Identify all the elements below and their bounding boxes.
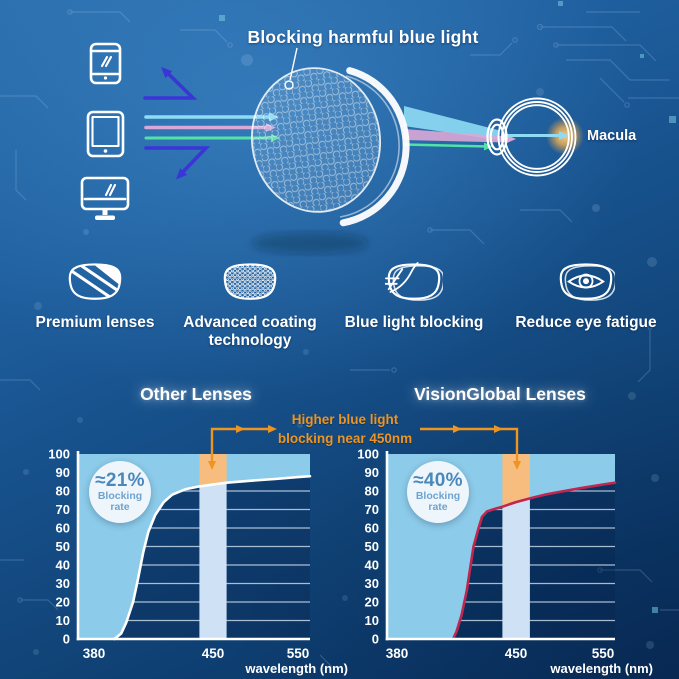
y-tick-label: 40: [56, 558, 70, 573]
blue-light-blocking-lens: [250, 47, 410, 254]
x-tick-label: 550: [287, 646, 310, 661]
x-tick-label: 450: [505, 646, 528, 661]
band-450nm: [199, 482, 227, 639]
y-tick-label: 30: [56, 576, 70, 591]
macula-label: Macula: [587, 128, 637, 144]
eye-glyph: [567, 273, 605, 289]
chart-title-other-lenses: Other Lenses: [140, 384, 252, 404]
hero-title: Blocking harmful blue light: [247, 27, 479, 47]
deflect-lens-icon: [385, 262, 443, 301]
lens-shadow: [252, 232, 368, 254]
monitor-icon: [80, 176, 130, 220]
y-tick-label: 20: [56, 595, 70, 610]
bokeh-dots: [23, 35, 659, 655]
feature-label: Advanced coating technology: [183, 314, 317, 349]
y-tick-label: 70: [56, 502, 70, 517]
eyeball-rings: [497, 97, 577, 177]
y-tick-label: 20: [365, 595, 379, 610]
feature-premium-lenses: Premium lenses: [15, 261, 175, 332]
eye-lens-icon: [559, 263, 615, 301]
y-tick-label: 80: [365, 484, 379, 499]
feature-advanced-coating: Advanced coating technology: [170, 261, 330, 350]
incoming-light-rays: [144, 112, 280, 142]
y-tick-label: 60: [56, 521, 70, 536]
chart-title-visionglobal-lenses: VisionGlobal Lenses: [414, 384, 586, 404]
x-tick-label: 550: [592, 646, 615, 661]
y-tick-label: 0: [63, 632, 70, 647]
lens-rim: [339, 67, 410, 227]
x-tick-label: 380: [386, 646, 409, 661]
blocked-blue-light-arrows: [143, 67, 211, 180]
feature-reduce-eye-fatigue: Reduce eye fatigue: [504, 261, 668, 332]
feature-label: Premium lenses: [35, 314, 155, 331]
y-tick-label: 10: [365, 613, 379, 628]
annotation-higher-blocking: Higher blue light blocking near 450nm: [277, 412, 413, 446]
y-tick-label: 30: [365, 576, 379, 591]
y-tick-label: 50: [365, 539, 379, 554]
x-axis-title: wavelength (nm): [244, 661, 348, 676]
y-tick-label: 10: [56, 613, 70, 628]
eye-diagram: [486, 97, 584, 177]
blocking-curve: [451, 481, 617, 641]
circuit-traces: [0, 9, 679, 672]
band-450nm: [502, 498, 530, 639]
lens-honeycomb-coating: [252, 69, 380, 211]
band-450nm-blocked: [199, 454, 227, 487]
striped-lens-icon: [68, 263, 122, 300]
y-tick-label: 100: [357, 447, 379, 462]
feature-blue-light-blocking: Blue light blocking: [334, 261, 494, 332]
lens-leader-line: [284, 47, 298, 90]
y-tick-label: 100: [48, 447, 70, 462]
feature-label: Reduce eye fatigue: [515, 314, 657, 331]
x-tick-label: 450: [202, 646, 225, 661]
lens-front-face: [250, 67, 382, 213]
mesh-lens-icon: [223, 263, 277, 300]
transmitted-beams: [403, 106, 516, 151]
y-tick-label: 70: [365, 502, 379, 517]
y-tick-label: 90: [56, 465, 70, 480]
chart-plot-1: 0 10 20 30 40 50 60 70 80 90 100 380 450 550wavelengt…: [357, 447, 653, 677]
smartphone-icon: [89, 42, 122, 85]
blocking-rate-badge-other: ≈21% Blocking rate: [89, 461, 151, 523]
x-axis-title: wavelength (nm): [549, 661, 653, 676]
y-tick-label: 80: [56, 484, 70, 499]
tablet-icon: [86, 110, 125, 158]
macula-glow: [546, 117, 584, 155]
y-tick-label: 90: [365, 465, 379, 480]
y-tick-label: 60: [365, 521, 379, 536]
y-tick-label: 50: [56, 539, 70, 554]
y-tick-label: 40: [365, 558, 379, 573]
cornea-lens: [486, 118, 508, 156]
band-450nm-blocked: [502, 454, 530, 507]
x-tick-label: 380: [83, 646, 106, 661]
blocking-rate-badge-visionglobal: ≈40% Blocking rate: [407, 461, 469, 523]
feature-label: Blue light blocking: [344, 314, 484, 331]
y-tick-label: 0: [372, 632, 379, 647]
